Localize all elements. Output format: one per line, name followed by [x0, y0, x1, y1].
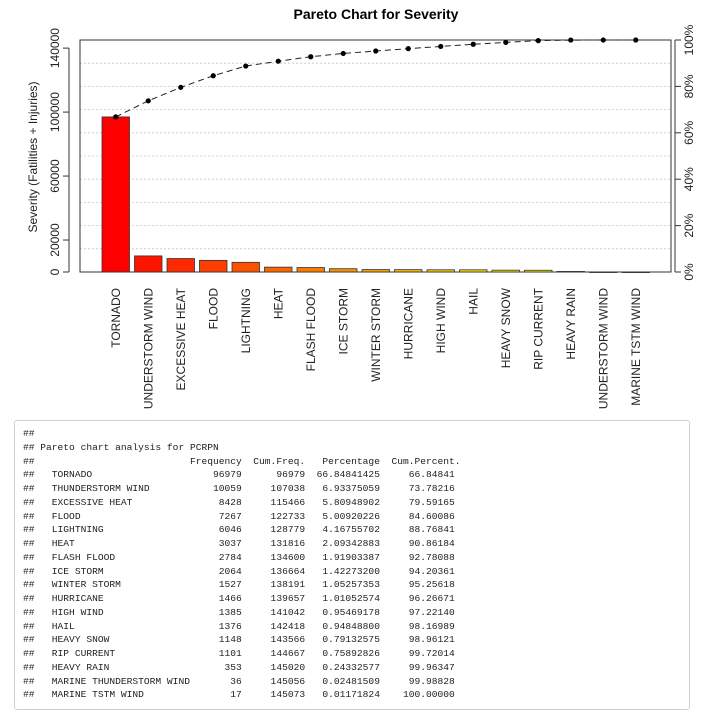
x-tick-label: RIP CURRENT	[531, 287, 545, 369]
cumulative-point	[243, 63, 249, 69]
cumulative-point	[470, 41, 476, 47]
cumulative-point	[503, 39, 509, 46]
cumulative-point	[438, 43, 444, 50]
cumulative-line-group	[113, 37, 639, 120]
x-tick-label: FLOOD	[206, 288, 220, 330]
y-tick-label: 140000	[48, 28, 62, 68]
y-axis-title: Severity (Fatilities + Injuries)	[26, 81, 40, 232]
bar	[296, 267, 325, 273]
y-tick-label: 100000	[48, 92, 62, 132]
y2-tick-label: 0%	[682, 263, 696, 281]
x-tick-label: UNDERSTORM WIND	[141, 288, 155, 409]
plot-area	[79, 39, 672, 273]
x-tick-label: EXCESSIVE HEAT	[174, 287, 188, 390]
cumulative-point	[275, 58, 281, 64]
cumulative-point	[145, 98, 151, 104]
bar	[556, 271, 585, 273]
bars-group	[101, 116, 650, 273]
bar	[199, 259, 228, 273]
bar	[361, 269, 390, 273]
console-output: ## ## Pareto chart analysis for PCRPN ##…	[14, 420, 690, 710]
x-axis-labels: TORNADO UNDERSTORM WIND EXCESSIVE HEAT FLOO…	[109, 287, 643, 409]
cumulative-point	[178, 84, 184, 90]
bar	[101, 116, 130, 273]
y2-tick-label: 40%	[682, 167, 696, 191]
x-tick-label: MARINE TSTM WIND	[629, 288, 643, 406]
x-tick-label: ICE STORM	[336, 288, 350, 354]
bar	[231, 261, 260, 273]
y-tick-label: 0	[48, 268, 62, 275]
bar	[621, 271, 650, 273]
x-tick-label: WINTER STORM	[369, 288, 383, 382]
x-tick-label: HIGH WIND	[434, 288, 448, 354]
y2-tick-label: 20%	[682, 213, 696, 237]
cumulative-point	[113, 114, 119, 120]
y-axis-left: 0 20000 60000 100000 140000	[48, 28, 70, 275]
bar	[166, 258, 195, 273]
cumulative-point	[210, 73, 216, 79]
y2-tick-label: 80%	[682, 74, 696, 98]
console-text: ## ## Pareto chart analysis for PCRPN ##…	[23, 428, 461, 701]
cumulative-point	[600, 37, 606, 43]
x-tick-label: HURRICANE	[401, 288, 415, 359]
bar	[589, 271, 618, 273]
x-tick-label: FLASH FLOOD	[304, 288, 318, 372]
pareto-chart: Pareto Chart for Severity 0 20000 60000 100…	[26, 6, 696, 409]
y-axis-right: 0% 20% 40% 60% 80% 100%	[674, 24, 696, 281]
bar	[134, 255, 163, 273]
cumulative-point	[568, 37, 574, 43]
y-tick-label: 20000	[48, 223, 62, 257]
x-tick-label: HEAVY SNOW	[499, 287, 513, 368]
y2-tick-label: 60%	[682, 120, 696, 144]
bar	[459, 269, 488, 273]
cumulative-point	[308, 54, 314, 60]
cumulative-point	[340, 50, 346, 57]
cumulative-point	[405, 46, 411, 52]
y-tick-label: 60000	[48, 159, 62, 193]
x-tick-label: UNDERSTORM WIND	[596, 288, 610, 409]
x-tick-label: HEAT	[271, 287, 285, 319]
bar	[426, 269, 455, 273]
bar	[329, 268, 358, 273]
bar	[264, 266, 293, 273]
x-tick-label: HAIL	[466, 288, 480, 315]
x-tick-label: HEAVY RAIN	[564, 288, 578, 360]
cumulative-point	[373, 48, 379, 54]
cumulative-point	[535, 38, 541, 44]
x-tick-label: TORNADO	[109, 288, 123, 348]
bar	[491, 269, 520, 273]
chart-title: Pareto Chart for Severity	[294, 6, 459, 22]
x-tick-label: LIGHTNING	[239, 288, 253, 353]
bar	[524, 269, 553, 273]
y2-tick-label: 100%	[682, 24, 696, 55]
cumulative-point	[633, 37, 639, 43]
bar	[394, 269, 423, 273]
